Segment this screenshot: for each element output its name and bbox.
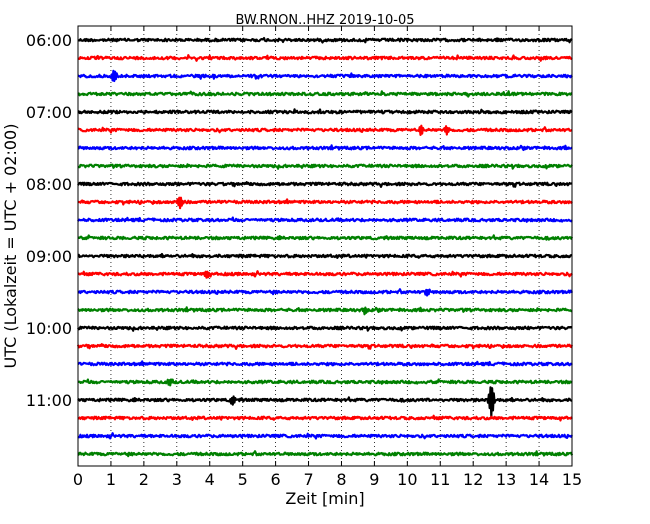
x-axis-ticks: 0 1 2 3 4 5 6 7 8 9 10 11 12 13 14 15 [73, 26, 582, 489]
trace-0845 [77, 234, 574, 241]
x-tick-label-13: 13 [496, 470, 516, 489]
y-tick-label-0600: 06:00 [26, 31, 72, 50]
x-axis-label: Zeit [min] [285, 489, 364, 508]
trace-0830 [77, 216, 573, 223]
trace-0730 [77, 144, 573, 152]
x-tick-label-12: 12 [463, 470, 483, 489]
x-tick-label-2: 2 [139, 470, 149, 489]
y-tick-label-1100: 11:00 [26, 391, 72, 410]
y-tick-label-0800: 08:00 [26, 175, 72, 194]
trace-1115 [77, 414, 573, 422]
trace-0700 [77, 108, 573, 115]
plot-frame [77, 25, 573, 467]
trace-1130 [77, 432, 573, 440]
trace-0745 [77, 163, 573, 170]
trace-0630 [77, 69, 573, 83]
trace-0800 [77, 181, 573, 188]
y-tick-label-1000: 10:00 [26, 319, 72, 338]
trace-0900 [77, 252, 573, 259]
chart-title: BW.RNON..HHZ 2019-10-05 [235, 13, 414, 28]
x-tick-label-8: 8 [336, 470, 346, 489]
trace-1045 [77, 378, 573, 387]
trace-0715 [77, 124, 573, 136]
y-axis-ticks: 06:00 07:00 08:00 09:00 10:00 11:00 [26, 31, 572, 410]
trace-0930 [77, 288, 574, 297]
vertical-gridlines [110, 26, 540, 466]
trace-0645 [77, 90, 573, 98]
y-tick-label-0900: 09:00 [26, 247, 72, 266]
x-tick-label-1: 1 [106, 470, 116, 489]
x-tick-label-9: 9 [369, 470, 379, 489]
trace-0945 [77, 306, 573, 316]
y-axis-label: UTC (Lokalzeit = UTC + 02:00) [1, 124, 20, 369]
x-tick-label-7: 7 [303, 470, 313, 489]
trace-1015 [76, 343, 574, 350]
x-tick-label-3: 3 [172, 470, 182, 489]
trace-1030 [77, 360, 573, 367]
y-tick-label-0700: 07:00 [26, 103, 72, 122]
trace-1000 [77, 325, 573, 332]
trace-0915 [77, 270, 573, 279]
x-tick-label-10: 10 [397, 470, 417, 489]
x-tick-label-11: 11 [430, 470, 450, 489]
trace-0815 [77, 196, 573, 210]
trace-0615 [77, 54, 573, 62]
trace-1145 [77, 450, 574, 458]
trace-group [76, 37, 574, 458]
x-tick-label-14: 14 [529, 470, 549, 489]
x-tick-label-6: 6 [271, 470, 281, 489]
trace-1100 [77, 386, 573, 418]
x-tick-label-5: 5 [238, 470, 248, 489]
x-tick-label-4: 4 [205, 470, 215, 489]
x-tick-label-0: 0 [73, 470, 83, 489]
trace-0600 [77, 37, 573, 44]
x-tick-label-15: 15 [562, 470, 582, 489]
